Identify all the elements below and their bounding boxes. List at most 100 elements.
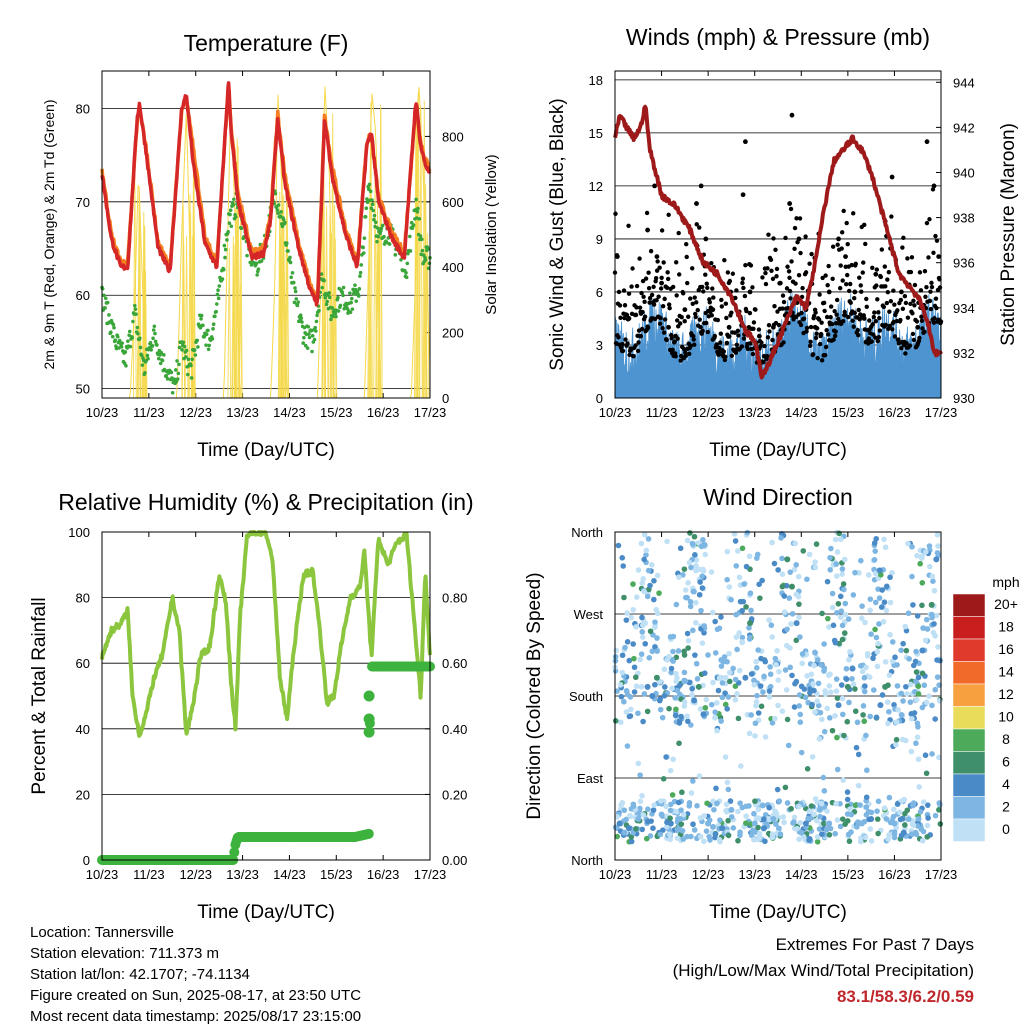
dewpoint-point [223,255,227,260]
wind-direction-point [875,640,882,647]
wind-direction-point [664,823,670,830]
winds-panel: Winds (mph) & Pressure (mb)Time (Day/UTC… [547,24,1019,461]
wind-direction-point [688,722,694,728]
gust-point [623,337,628,342]
gust-point [915,324,921,330]
wind-direction-point [919,704,926,711]
wind-direction-point [656,590,662,596]
dewpoint-point [206,347,211,352]
gust-point [811,313,817,319]
gust-point [788,296,793,301]
wind-direction-point [898,711,905,718]
gust-point [698,183,704,189]
wind-direction-point [667,815,673,822]
gust-point [920,326,925,331]
gust-point [690,266,695,271]
dewpoint-point [286,249,290,253]
wind-direction-point [793,562,799,568]
gust-point [635,348,641,354]
precipitation-point [229,847,240,858]
wind-direction-point [919,647,926,654]
gust-point [627,352,632,358]
wind-direction-point [779,708,786,715]
gust-point [724,315,729,321]
wind-direction-point [863,794,870,801]
wind-direction-point [833,561,840,567]
wind-direction-point [919,579,926,586]
wind-direction-point [685,645,691,651]
wind-direction-point [871,540,878,546]
wind-direction-point [621,594,627,601]
wind-direction-point [781,819,787,826]
x-tick-label: 13/23 [226,405,259,420]
dewpoint-point [310,334,315,338]
wind-direction-point [762,838,768,845]
wind-direction-point [916,784,922,790]
gust-point [744,308,749,314]
wind-direction-point [626,657,633,664]
x-tick-label: 11/23 [133,405,165,420]
gust-point [870,265,875,270]
wind-direction-point [658,811,665,818]
wind-direction-point [674,835,681,841]
wind-direction-point [806,837,812,843]
wind-direction-point [711,806,717,813]
wind-direction-point [653,606,659,613]
x-tick-label: 10/23 [86,867,119,882]
wind-direction-point [854,719,861,726]
wind-direction-point [862,619,868,626]
wind-direction-point [769,831,776,837]
x-tick-label: 15/23 [320,867,353,882]
wind-direction-point [676,682,683,689]
gust-point [664,285,670,290]
dewpoint-point [204,332,209,337]
wind-direction-point [661,666,668,673]
wind-direction-point [915,756,922,763]
wind-direction-point [630,581,636,587]
wind-direction-point [805,815,811,822]
wind-direction-point [791,704,798,710]
gust-point [756,327,762,332]
wind-direction-point [670,648,676,655]
dewpoint-point [176,371,181,376]
wind-direction-point [901,796,908,803]
dewpoint-point [213,314,217,319]
gust-point [843,254,848,259]
wind-direction-point [797,711,804,718]
dewpoint-point [317,308,321,313]
wind-direction-point [866,674,873,680]
wind-direction-point [846,656,852,663]
wind-direction-point [657,831,664,838]
gust-point [769,268,774,273]
wind-direction-point [810,681,816,687]
wind-direction-point [849,675,855,682]
wind-direction-point [783,582,790,589]
wind-direction-point [735,837,741,844]
wind-direction-point [692,652,698,658]
gust-point [768,257,774,263]
colorbar-label: 0 [1002,821,1010,837]
wind-direction-point [674,687,681,694]
wind-direction-point [850,681,857,688]
wind-direction-point [834,766,841,773]
x-tick-label: 12/23 [692,405,725,420]
wind-direction-point [743,563,750,570]
wind-direction-point [824,705,831,712]
wind-direction-point [857,663,864,669]
wind-direction-point [718,614,724,620]
dewpoint-point [320,285,324,290]
wind-direction-point [867,713,873,720]
wind-direction-point [816,806,823,813]
gust-point [864,304,869,309]
wind-direction-point [730,665,736,672]
wind-direction-point [847,648,853,655]
dewpoint-point [315,313,319,318]
wind-direction-point [859,668,866,675]
gust-point [659,275,664,280]
gust-point [869,339,874,344]
solar-insolation-spike [231,236,236,399]
wind-direction-point [864,652,871,659]
wind-direction-point [936,807,942,813]
wind-direction-point [746,636,753,642]
wind-direction-point [621,829,628,836]
